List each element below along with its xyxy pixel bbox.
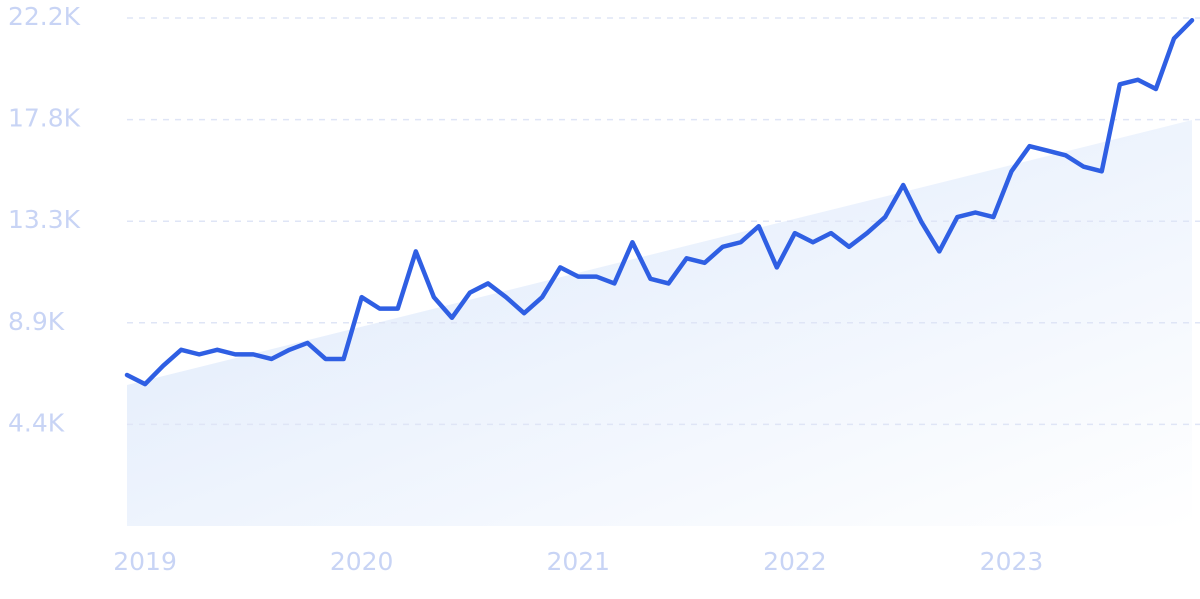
x-tick-label: 2019 bbox=[113, 547, 177, 576]
x-tick-label: 2023 bbox=[980, 547, 1044, 576]
line bbox=[124, 18, 1195, 387]
x-tick-label: 2021 bbox=[546, 547, 610, 576]
y-tick-label: 22.2K bbox=[8, 2, 81, 31]
y-tick-label: 17.8K bbox=[8, 104, 81, 133]
x-tick-label: 2022 bbox=[763, 547, 827, 576]
y-tick-label: 4.4K bbox=[8, 408, 65, 437]
y-tick-label: 8.9K bbox=[8, 307, 65, 336]
y-tick-label: 13.3K bbox=[8, 205, 81, 234]
x-tick-label: 2020 bbox=[330, 547, 394, 576]
